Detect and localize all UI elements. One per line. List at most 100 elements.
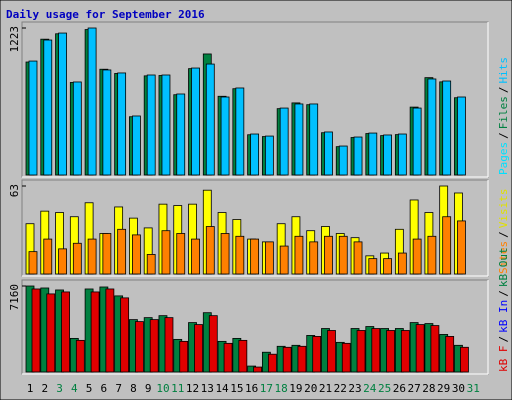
bar <box>120 297 130 373</box>
bar <box>117 72 127 176</box>
bar <box>264 241 274 275</box>
bar <box>223 342 233 373</box>
bar <box>28 60 38 176</box>
x-tick-label: 14 <box>215 382 229 395</box>
bar <box>279 245 289 275</box>
x-tick-label: 1 <box>27 382 34 395</box>
bar <box>75 339 85 373</box>
bar <box>412 107 422 176</box>
bar <box>250 238 260 275</box>
legend: kB F / kB In / kB Out <box>497 247 510 372</box>
bar <box>353 241 363 275</box>
bar <box>161 74 171 176</box>
x-tick-label: 5 <box>86 382 93 395</box>
bar <box>338 145 348 176</box>
legend: Sites / Visits <box>497 189 510 275</box>
bar <box>176 93 186 176</box>
x-tick-label: 16 <box>245 382 258 395</box>
x-tick-label: 29 <box>437 382 450 395</box>
bar <box>43 238 53 275</box>
bar <box>279 107 289 176</box>
x-tick-label: 22 <box>334 382 347 395</box>
x-tick-label: 26 <box>393 382 406 395</box>
bar <box>356 330 366 373</box>
bar <box>102 69 112 176</box>
bar <box>368 132 378 176</box>
legend-separator: / <box>497 132 510 139</box>
x-tick-label: 3 <box>56 382 63 395</box>
bar <box>324 131 333 176</box>
bar <box>146 254 156 275</box>
bar <box>397 252 407 275</box>
x-tick-label: 19 <box>289 382 302 395</box>
bar <box>341 342 351 373</box>
bar <box>105 288 115 373</box>
bar <box>353 136 363 176</box>
x-tick-label: 28 <box>422 382 435 395</box>
y-tick-label: 7160 <box>8 284 21 311</box>
bar <box>400 330 410 373</box>
bar <box>338 235 348 275</box>
x-tick-label: 7 <box>115 382 122 395</box>
bar <box>179 340 189 373</box>
legend-entry: Hits <box>497 57 510 84</box>
bar <box>264 135 274 176</box>
x-tick-label: 30 <box>452 382 465 395</box>
bar <box>309 103 319 176</box>
x-tick-label: 4 <box>71 382 78 395</box>
bar <box>235 87 245 176</box>
legend-entry: kB Out <box>497 247 510 287</box>
bar <box>87 238 97 275</box>
y-tick-label: 1223 <box>8 26 21 53</box>
bar <box>146 74 156 176</box>
bar <box>427 78 437 176</box>
bar <box>253 366 263 373</box>
x-tick-label: 10 <box>156 382 169 395</box>
bar <box>238 339 248 373</box>
x-tick-label: 25 <box>378 382 391 395</box>
x-tick-label: 8 <box>130 382 137 395</box>
legend-entry: Files <box>497 96 510 129</box>
legend-entry: Sites <box>497 241 510 274</box>
bar <box>90 291 100 373</box>
bar <box>58 248 67 275</box>
x-tick-label: 31 <box>467 382 480 395</box>
x-tick-label: 12 <box>186 382 199 395</box>
bar <box>149 319 159 373</box>
legend-separator: / <box>497 231 510 238</box>
bar <box>327 330 336 373</box>
bar <box>442 216 452 275</box>
bar <box>117 228 127 275</box>
bar <box>383 134 392 176</box>
bar <box>191 67 200 176</box>
chart-title: Daily usage for September 2016 <box>6 8 205 21</box>
bar <box>102 233 112 275</box>
x-tick-label: 27 <box>408 382 421 395</box>
bar <box>427 235 437 275</box>
bar <box>386 330 395 373</box>
legend-separator: / <box>497 290 510 297</box>
bar <box>324 235 333 275</box>
x-tick-label: 18 <box>275 382 288 395</box>
bar <box>132 115 141 176</box>
x-tick-label: 6 <box>101 382 108 395</box>
bar <box>176 233 186 275</box>
bar <box>132 234 141 275</box>
x-tick-label: 2 <box>41 382 48 395</box>
bar <box>220 233 230 275</box>
x-tick-label: 9 <box>145 382 152 395</box>
legend-entry: Visits <box>497 189 510 229</box>
bar <box>460 346 469 373</box>
legend-separator: / <box>497 87 510 94</box>
bar <box>415 324 425 373</box>
bar <box>397 133 407 176</box>
bar <box>194 324 203 373</box>
bar <box>412 238 422 275</box>
bar <box>28 251 38 275</box>
bar <box>135 321 144 373</box>
legend-separator: / <box>497 336 510 343</box>
x-tick-label: 20 <box>304 382 317 395</box>
x-tick-label: 23 <box>348 382 361 395</box>
bar <box>309 241 319 275</box>
